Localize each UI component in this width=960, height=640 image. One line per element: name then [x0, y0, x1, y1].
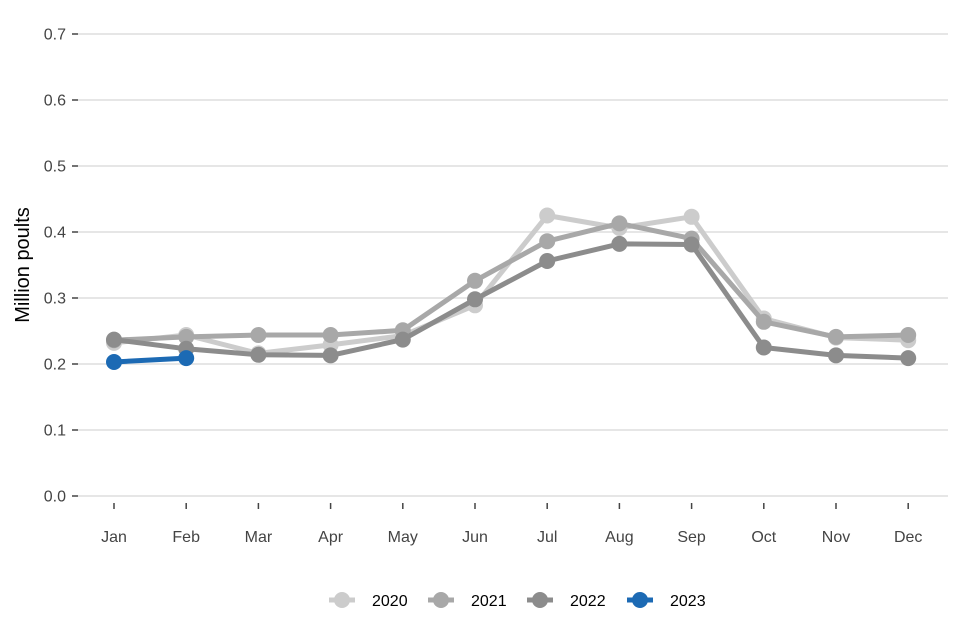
legend-label: 2022 [570, 593, 606, 610]
x-tick-label: Sep [677, 529, 706, 546]
series-line-2021 [111, 220, 911, 343]
data-point-2022-Jan [106, 331, 122, 348]
data-point-2022-Jul [539, 253, 556, 269]
y-axis-title: Million poults [12, 207, 34, 323]
legend: 2020 2021 2022 2023 [329, 592, 706, 610]
x-tick-label: Jun [462, 529, 488, 546]
series-line-2022 [111, 241, 911, 361]
data-point-2021-Apr [322, 327, 339, 343]
data-point-2021-Feb [178, 328, 195, 345]
series-line-2020 [111, 213, 911, 356]
x-tick-label: Aug [605, 529, 633, 546]
data-point-2021-Oct [755, 313, 772, 330]
y-tick-label: 0.5 [44, 159, 66, 176]
legend-label: 2023 [670, 593, 706, 610]
y-tick-label: 0.0 [44, 489, 66, 506]
data-point-2022-Aug [611, 235, 628, 252]
series-group [106, 207, 917, 370]
data-point-2022-Mar [250, 346, 267, 363]
data-point-2022-Sep [683, 236, 700, 253]
data-point-2022-Apr [322, 347, 339, 364]
legend-key-marker [532, 592, 548, 608]
x-tick-label: Apr [318, 529, 344, 546]
x-tick-label: Jul [537, 529, 557, 546]
data-point-2022-May [394, 331, 411, 348]
x-tick-label: Dec [894, 529, 922, 546]
legend-key-marker [433, 592, 449, 608]
x-axis-ticks: Jan Feb Mar Apr May Jun Jul Aug Sep Oct Nov Dec [101, 503, 922, 546]
legend-label: 2020 [372, 593, 408, 610]
legend-label: 2021 [471, 593, 507, 610]
series-line-2023 [111, 355, 189, 365]
data-point-2021-Dec [900, 327, 917, 343]
legend-item-2021: 2021 [428, 592, 507, 610]
series-2020 [106, 207, 917, 362]
data-point-2022-Nov [828, 347, 844, 364]
legend-key-marker [334, 592, 350, 608]
series-2023 [106, 350, 195, 370]
data-point-2020-Jul [539, 207, 556, 224]
data-point-2021-Jul [539, 233, 556, 250]
legend-key-marker [632, 592, 648, 608]
y-tick-label: 0.1 [44, 423, 66, 440]
data-point-2021-Aug [611, 215, 628, 232]
data-point-2023-Feb [178, 350, 195, 367]
data-point-2023-Jan [106, 354, 122, 370]
legend-item-2023: 2023 [627, 592, 706, 610]
gridlines [78, 33, 948, 497]
x-tick-label: Oct [751, 529, 776, 546]
legend-item-2022: 2022 [527, 592, 606, 610]
x-tick-label: May [388, 529, 418, 546]
data-point-2021-Jun [467, 272, 483, 289]
data-point-2021-Mar [250, 327, 267, 343]
y-tick-label: 0.4 [44, 225, 66, 242]
y-tick-label: 0.6 [44, 93, 66, 110]
x-tick-label: Feb [172, 529, 200, 546]
y-tick-label: 0.3 [44, 291, 66, 308]
legend-item-2020: 2020 [329, 592, 408, 610]
x-tick-label: Mar [245, 529, 273, 546]
x-tick-label: Nov [822, 529, 850, 546]
data-point-2022-Oct [755, 339, 772, 356]
data-point-2020-Sep [683, 208, 700, 225]
y-tick-label: 0.7 [44, 27, 66, 44]
data-point-2021-Nov [828, 328, 844, 345]
x-tick-label: Jan [101, 529, 127, 546]
data-point-2022-Dec [900, 350, 917, 367]
data-point-2022-Jun [467, 291, 483, 308]
y-tick-label: 0.2 [44, 357, 66, 374]
series-2022 [106, 235, 917, 367]
y-axis-ticks: 0.0 0.1 0.2 0.3 0.4 0.5 0.6 0.7 [44, 27, 78, 506]
